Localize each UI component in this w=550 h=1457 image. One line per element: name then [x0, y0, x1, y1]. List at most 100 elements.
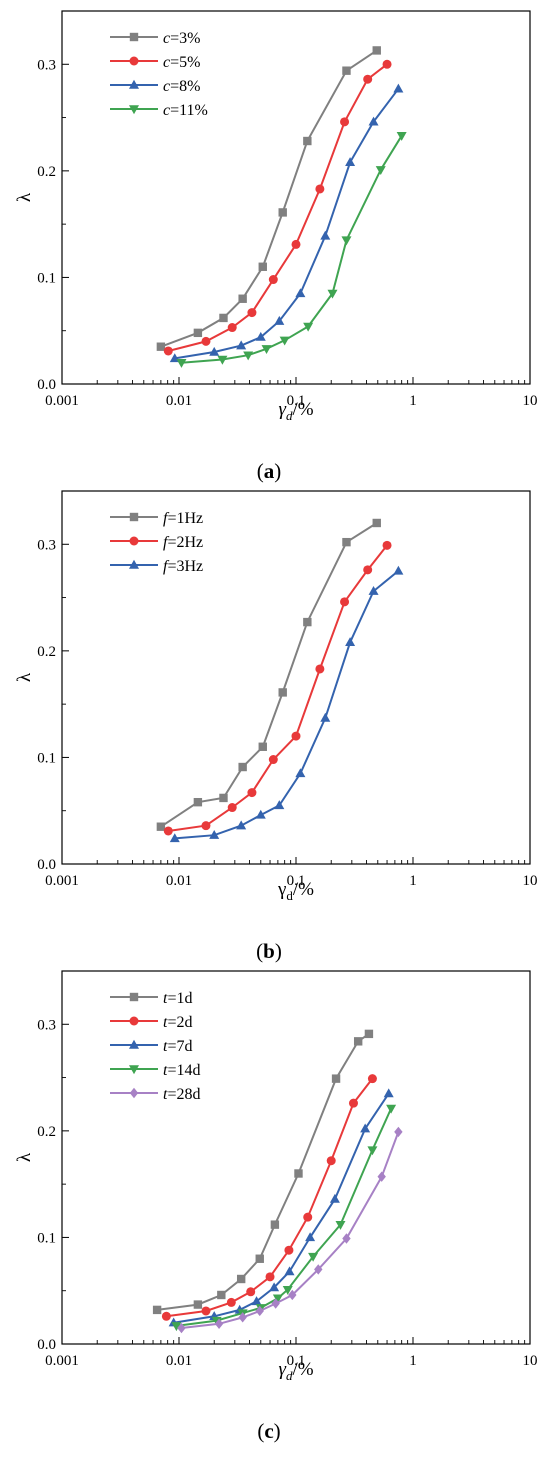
legend-marker [129, 56, 139, 66]
legend-entry: c=5% [110, 54, 200, 71]
x-tick-label: 0.001 [45, 1353, 79, 1369]
data-point [314, 1264, 323, 1275]
data-point [368, 585, 379, 595]
data-point [382, 59, 392, 69]
data-point [258, 262, 267, 271]
series-t-1d [152, 1029, 374, 1315]
series-line [181, 1131, 400, 1329]
data-point [284, 1266, 295, 1276]
legend-label: f=3Hz [163, 558, 203, 575]
data-point [268, 275, 278, 285]
data-point [329, 1193, 340, 1203]
data-point [271, 1298, 280, 1309]
data-point [193, 328, 203, 338]
legend-label: t=28d [163, 1086, 200, 1103]
data-point [295, 768, 306, 778]
series-f-3Hz [169, 565, 404, 843]
data-point [171, 1322, 182, 1332]
data-point [201, 336, 211, 346]
y-tick-label: 0.1 [37, 1230, 56, 1246]
legend-label: c=11% [163, 102, 208, 119]
y-tick-label: 0.2 [37, 644, 56, 660]
x-axis-label: γd/% [277, 879, 314, 903]
series-t-2d [161, 1074, 377, 1321]
data-point [348, 1098, 358, 1108]
series-line [168, 63, 388, 352]
x-tick-label: 0.001 [45, 393, 79, 409]
data-point [284, 1245, 294, 1255]
data-point [193, 1300, 203, 1309]
y-tick-label: 0.0 [37, 377, 56, 393]
legend-marker [129, 32, 139, 42]
data-point [394, 1126, 403, 1138]
legend-marker [129, 512, 139, 522]
data-point [161, 1311, 171, 1321]
panel-label: (b) [256, 939, 282, 963]
data-point [305, 1232, 316, 1242]
y-tick-label: 0.3 [37, 537, 56, 553]
plot-frame [61, 10, 531, 385]
data-point [364, 1029, 374, 1039]
legend-entry: t=28d [110, 1086, 200, 1103]
data-point [291, 239, 301, 249]
data-point [217, 1290, 226, 1300]
data-point [308, 1252, 319, 1262]
x-tick-label: 10 [523, 393, 538, 409]
data-point [383, 1088, 394, 1098]
data-point [255, 809, 266, 819]
series-t-28d [177, 1126, 403, 1334]
x-axis-label: γd/% [278, 399, 313, 423]
data-point [396, 131, 407, 141]
x-tick-label: 0.001 [45, 873, 79, 889]
x-tick-label: 10 [523, 873, 538, 889]
legend-entry: f=2Hz [110, 534, 203, 551]
data-point [382, 540, 392, 550]
legend-label: f=1Hz [163, 510, 203, 527]
data-point [320, 712, 331, 722]
data-point [251, 1296, 262, 1306]
series-line [156, 1033, 370, 1311]
data-point [268, 755, 278, 765]
legend-marker [129, 79, 139, 89]
data-point [265, 1272, 275, 1282]
data-point [303, 322, 314, 332]
data-point [342, 1233, 351, 1244]
data-point [327, 289, 338, 299]
data-point [243, 351, 254, 361]
legend-entry: t=2d [110, 1014, 192, 1031]
series-line [176, 1108, 393, 1327]
data-point [278, 208, 287, 217]
legend-label: c=3% [163, 30, 200, 47]
y-tick-label: 0.1 [37, 270, 56, 286]
series-line [174, 570, 400, 840]
legend-marker [129, 559, 139, 569]
y-tick-label: 0.3 [37, 57, 56, 73]
data-point [201, 821, 211, 831]
legend-label: t=7d [163, 1038, 192, 1055]
data-point [342, 66, 351, 75]
data-point [227, 323, 237, 333]
series-line [173, 1093, 390, 1324]
y-tick-label: 0.3 [37, 1017, 56, 1033]
data-point [303, 136, 312, 146]
legend-entry: f=1Hz [110, 510, 203, 527]
chart-panel-a: 0.001 0.01 0.1 1 10 0.0 0.1 0.2 0.3 λ γd/% (a) c=3% c… [14, 10, 538, 483]
data-point [247, 788, 257, 798]
data-point [156, 822, 166, 831]
data-point [372, 518, 381, 528]
data-point [209, 346, 220, 356]
series-c-5pct [163, 59, 392, 356]
data-point [209, 830, 220, 839]
legend-label: c=8% [163, 78, 200, 95]
data-point [294, 1169, 303, 1178]
legend-entry: f=3Hz [110, 558, 203, 575]
legend-label: t=2d [163, 1014, 192, 1031]
data-point [303, 1212, 313, 1222]
y-tick-label: 0.2 [37, 164, 56, 180]
legend-entry: c=3% [110, 30, 200, 47]
data-point [295, 288, 306, 298]
data-point [169, 833, 180, 843]
y-axis-label: λ [14, 192, 35, 202]
data-point [258, 742, 267, 751]
data-point [193, 797, 203, 807]
